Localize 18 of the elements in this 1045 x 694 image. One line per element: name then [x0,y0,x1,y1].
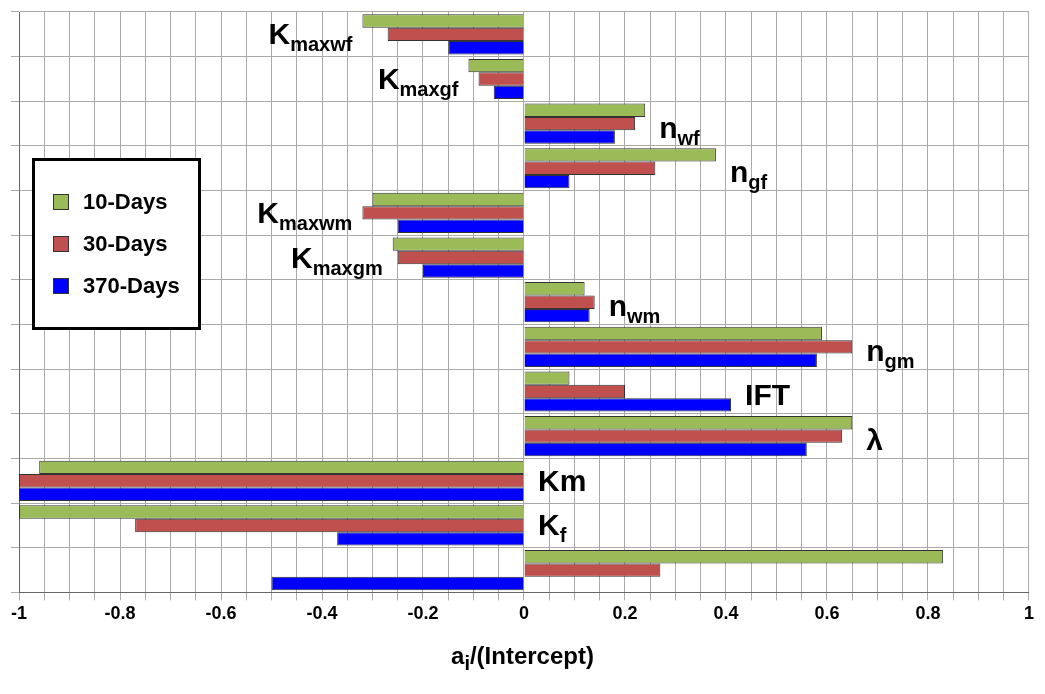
x-tick-label: -0.8 [104,603,136,624]
legend-label: 370-Days [83,273,180,299]
x-tick-label: -1 [10,603,28,624]
y-tick-label: λ [866,423,884,457]
x-tick-label: 0.6 [814,603,840,624]
x-tick-label: -0.6 [205,603,237,624]
y-tick-label: Km [538,463,587,497]
legend-label: 30-Days [83,231,168,257]
y-tick-label: IFT [745,378,791,412]
x-tick-label: -0.2 [407,603,439,624]
x-tick-label: 0.8 [915,603,941,624]
x-tick-label: -0.4 [306,603,338,624]
x-tick-label: 0.4 [713,603,739,624]
x-tick-label: 0 [518,603,530,624]
x-tick-label: 0.2 [612,603,638,624]
x-axis-title: a$_{i}$/(Intercept) [450,642,595,675]
x-tick-label: 1 [1023,603,1034,624]
legend-label: 10-Days [83,189,168,215]
